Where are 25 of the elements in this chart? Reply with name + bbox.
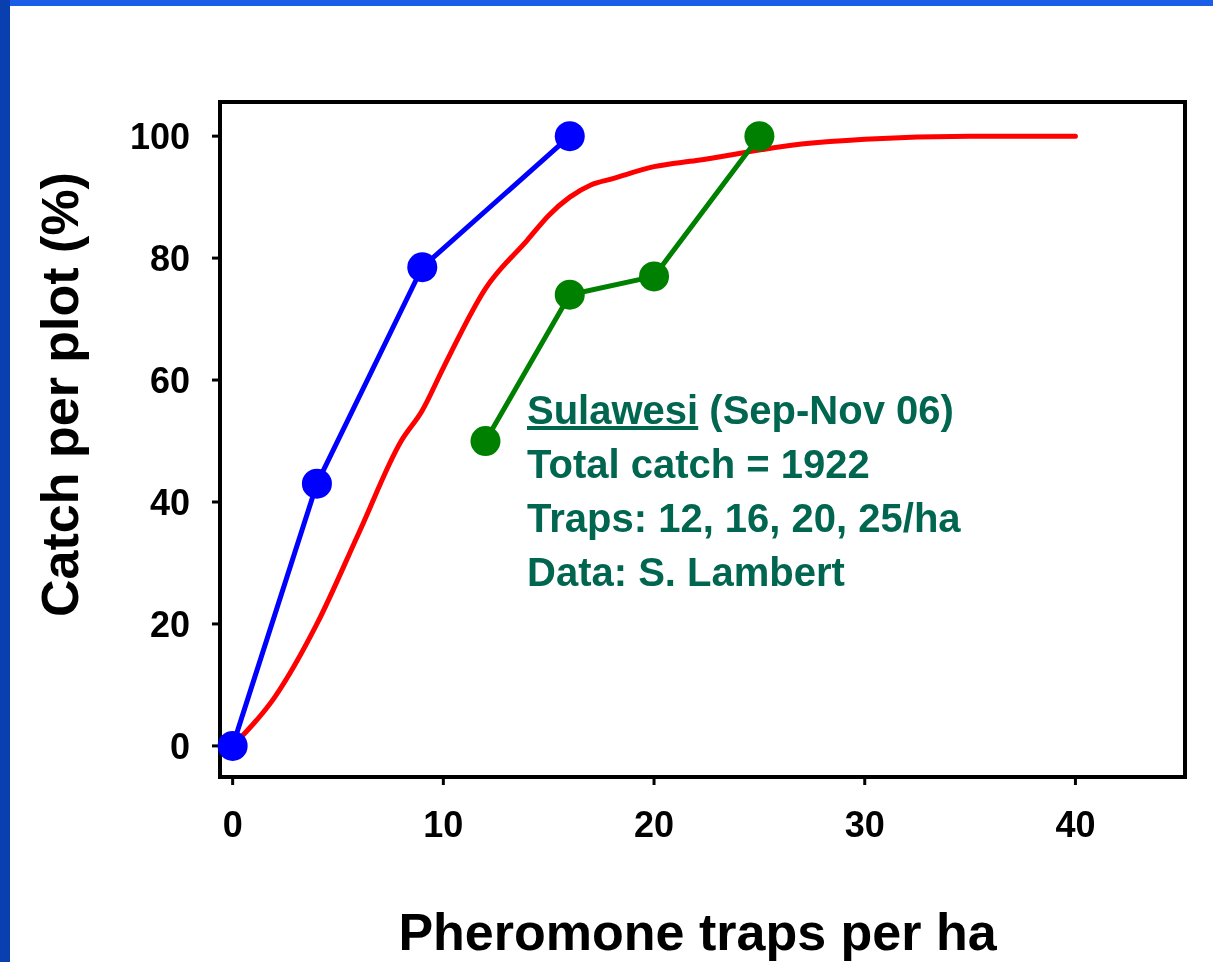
point — [407, 252, 438, 283]
x-axis-title: Pheromone traps per ha — [398, 903, 998, 961]
annotation: Sulawesi (Sep-Nov 06) — [527, 388, 954, 432]
y-tick-label: 100 — [129, 116, 190, 158]
point — [554, 121, 585, 152]
point — [301, 468, 332, 499]
point — [217, 730, 248, 761]
annotation: Total catch = 1922 — [527, 442, 870, 486]
x-tick-label: 10 — [423, 804, 464, 845]
y-tick-label: 0 — [169, 725, 190, 767]
x-tick-label: 20 — [634, 804, 675, 845]
x-tick-label: 30 — [844, 804, 885, 845]
y-axis-title: Catch per plot (%) — [31, 172, 89, 617]
y-tick-label: 20 — [149, 603, 190, 645]
point — [639, 261, 670, 292]
x-tick-label: 40 — [1055, 804, 1096, 845]
point — [470, 426, 501, 457]
x-tick-label: 0 — [222, 804, 243, 845]
annotation: Data: S. Lambert — [527, 550, 845, 594]
y-tick-label: 60 — [149, 360, 190, 402]
annotation: Traps: 12, 16, 20, 25/ha — [527, 496, 962, 540]
point — [554, 279, 585, 310]
y-tick-label: 40 — [149, 482, 190, 523]
point — [744, 121, 775, 152]
y-tick-label: 80 — [149, 238, 190, 280]
